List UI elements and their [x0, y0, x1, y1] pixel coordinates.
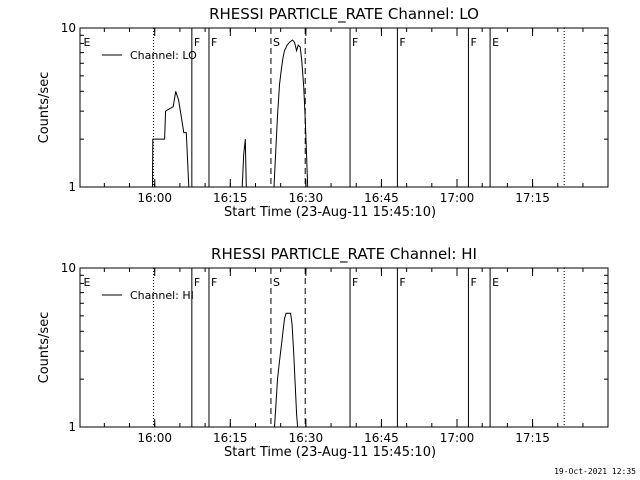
panel-2-xtick-label-4: 17:00: [440, 431, 475, 445]
panel-2-flag-label-0: E: [84, 276, 91, 289]
panel-1-ytick-label-1: 10: [61, 21, 76, 35]
panel-2-flag-label-9: E: [492, 276, 499, 289]
panel-2-xtick-label-0: 16:00: [137, 431, 172, 445]
panel-1-xtick-label-5: 17:15: [515, 191, 550, 205]
panel-1-xtick-label-2: 16:30: [289, 191, 324, 205]
panel-1-flag-label-6: F: [352, 36, 358, 49]
panel-2-xlabel: Start Time (23-Aug-11 15:45:10): [224, 445, 436, 460]
panel-2-flag-label-2: F: [194, 276, 200, 289]
panel-1-flag-label-2: F: [194, 36, 200, 49]
panel-1-frame: [79, 27, 609, 188]
panel-1-xlabel: Start Time (23-Aug-11 15:45:10): [224, 205, 436, 220]
panel-1-xtick-label-0: 16:00: [137, 191, 172, 205]
panel-1-xtick-label-4: 17:00: [440, 191, 475, 205]
panel-2-flag-label-7: F: [399, 276, 405, 289]
panel-1-flag-label-9: E: [492, 36, 499, 49]
panel-2-legend-label: Channel: HI: [130, 289, 194, 302]
panel-1-flag-label-8: F: [470, 36, 476, 49]
panel-2-flag-label-8: F: [470, 276, 476, 289]
panel-1-xtick-label-1: 16:15: [213, 191, 248, 205]
panel-2-flag-label-4: S: [273, 276, 280, 289]
panel-1-series-line-0: [152, 39, 309, 188]
panel-2-xtick-label-5: 17:15: [515, 431, 550, 445]
panel-1-legend-label: Channel: LO: [130, 49, 197, 62]
panel-1-xtick-label-3: 16:45: [364, 191, 399, 205]
panel-1-flag-label-4: S: [273, 36, 280, 49]
panel-2-frame: [79, 267, 609, 428]
panel-2-ylabel: Counts/sec: [37, 312, 52, 384]
panel-1-ylabel: Counts/sec: [37, 72, 52, 144]
panel-2-ytick-label-1: 10: [61, 261, 76, 275]
panel-2-flag-label-3: F: [211, 276, 217, 289]
panel-1-flag-label-7: F: [399, 36, 405, 49]
panel-2-ytick-label-0: 1: [68, 420, 76, 434]
panel-1-flag-label-3: F: [211, 36, 217, 49]
panel-2-xtick-label-2: 16:30: [289, 431, 324, 445]
panel-2-xtick-label-1: 16:15: [213, 431, 248, 445]
panel-2-title: RHESSI PARTICLE_RATE Channel: HI: [211, 245, 477, 264]
panel-2-flag-label-6: F: [352, 276, 358, 289]
panel-1-flag-label-0: E: [84, 36, 91, 49]
panel-1-ytick-label-0: 1: [68, 180, 76, 194]
panel-2-xtick-label-3: 16:45: [364, 431, 399, 445]
panel-2-series-line-0: [274, 312, 299, 428]
plot-timestamp: 19-Oct-2021 12:35: [554, 467, 636, 476]
panel-1-title: RHESSI PARTICLE_RATE Channel: LO: [209, 5, 479, 24]
